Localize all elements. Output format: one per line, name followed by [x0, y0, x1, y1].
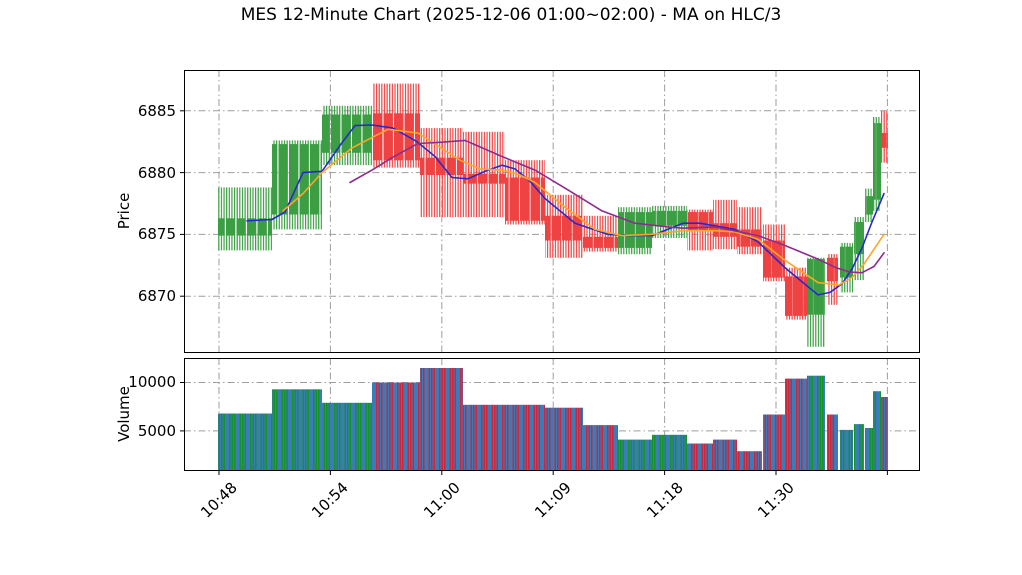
volume-bar: [827, 414, 838, 471]
volume-bar: [420, 368, 463, 471]
volume-y-tick-label: 10000: [128, 373, 176, 392]
volume-bar: [583, 425, 618, 471]
candle-body: [854, 222, 864, 255]
candle-body: [545, 215, 583, 241]
volume-bar: [545, 407, 583, 471]
price-y-tick-label: 6880: [137, 163, 176, 182]
x-tick-label: 11:30: [754, 478, 798, 522]
candle-body: [372, 113, 420, 161]
price-y-tick-label: 6885: [137, 101, 176, 120]
volume-bar: [218, 413, 272, 471]
candle-body: [687, 212, 713, 231]
price-chart: [180, 70, 920, 353]
volume-panel: [180, 358, 920, 475]
volume-bar: [372, 382, 420, 471]
volume-bar: [737, 451, 762, 471]
volume-bar: [763, 414, 785, 471]
candle-body: [618, 212, 652, 248]
volume-bar: [873, 391, 881, 471]
candle-body: [865, 196, 873, 215]
volume-bar: [881, 397, 888, 471]
volume-bar: [785, 378, 807, 471]
candle-body: [420, 157, 463, 175]
volume-bar: [652, 434, 687, 471]
price-y-tick-label: 6875: [137, 225, 176, 244]
volume-y-tick-label: 5000: [137, 421, 176, 440]
price-panel: [180, 70, 920, 353]
volume-bar: [272, 389, 322, 471]
candle-body: [763, 240, 785, 278]
x-tick-label: 10:54: [308, 478, 353, 522]
MA-mid-line: [282, 128, 885, 286]
candle-body: [840, 246, 853, 278]
volume-bar: [854, 424, 864, 471]
price-axis-label: Price: [115, 192, 133, 230]
volume-bar: [505, 404, 545, 471]
candle-body: [881, 133, 888, 148]
volume-chart: [180, 358, 920, 475]
candle-body: [785, 276, 807, 316]
candle-body: [218, 218, 272, 236]
volume-bar: [322, 402, 372, 471]
x-tick-label: 10:48: [197, 478, 241, 522]
x-tick-label: 11:00: [419, 478, 464, 522]
candle-body: [652, 210, 687, 226]
volume-bar: [618, 439, 652, 471]
volume-bar: [713, 439, 737, 471]
candle-body: [827, 257, 838, 282]
volume-bar: [865, 428, 873, 471]
x-tick-label: 11:18: [642, 478, 687, 522]
candle-body: [463, 173, 505, 184]
candle-body: [873, 123, 881, 200]
candle-body: [272, 144, 322, 215]
x-tick-label: 11:09: [531, 478, 575, 522]
volume-bar: [807, 375, 825, 471]
volume-bar: [687, 443, 713, 471]
chart-title: MES 12-Minute Chart (2025-12-06 01:00~02…: [240, 5, 782, 25]
price-y-tick-label: 6870: [137, 287, 176, 306]
candle-body: [583, 236, 618, 248]
volume-bar: [840, 429, 853, 471]
candle-body: [322, 114, 372, 153]
candle-body: [505, 177, 545, 221]
volume-bar: [463, 404, 505, 471]
MA-slow-line: [349, 139, 885, 274]
candle-body: [807, 259, 825, 315]
MA-fast-line: [246, 124, 885, 296]
